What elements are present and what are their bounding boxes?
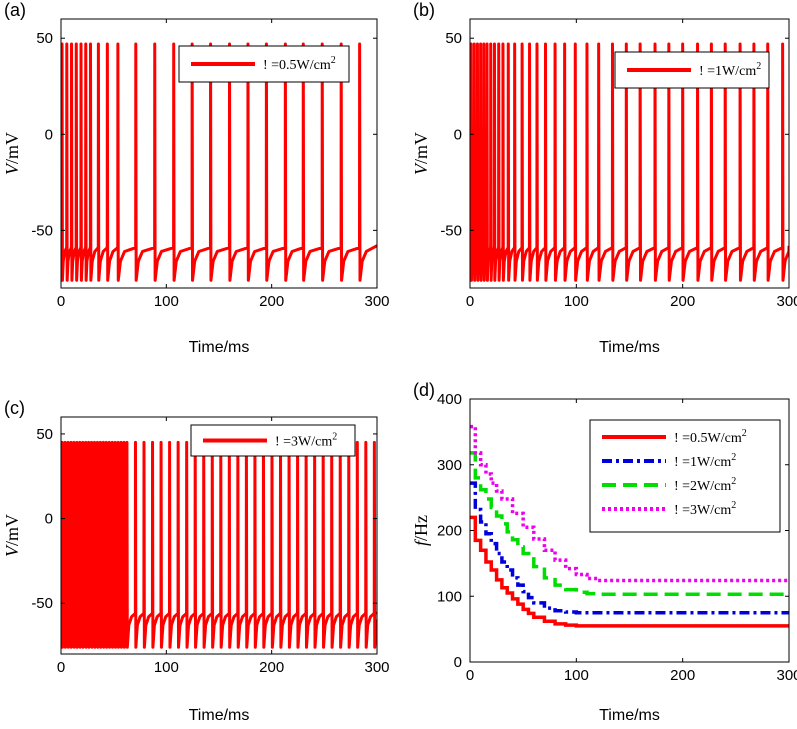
y-axis-label-symbol: V (2, 162, 22, 175)
legend: ! =3W/cm2 (190, 424, 356, 457)
panel-a: 0 100 200 300 -50 0 50 (a) Time/ms V/mV ! =0.5W/cm… (2, 0, 390, 356)
legend: ! =0.5W/cm2 (178, 45, 350, 83)
y-axis-label-units: /mV (2, 132, 22, 164)
x-axis-label: Time/ms (189, 339, 250, 356)
panel-label: (a) (4, 0, 26, 20)
y-tick-label: 200 (437, 523, 462, 540)
legend-entry-label: ! =3W/cm2 (674, 500, 736, 518)
x-tick-label: 100 (564, 293, 589, 310)
y-axis-label-symbol: f (411, 538, 431, 546)
x-tick-label: 200 (670, 293, 695, 310)
x-axis-label: Time/ms (599, 707, 660, 724)
y-axis-label-symbol: V (2, 544, 22, 557)
legend-entry-text: ! =1W/cm (674, 455, 731, 470)
membrane-potential-trace (61, 42, 377, 282)
axes-frame (469, 18, 790, 289)
legend-entry-label: ! =2W/cm2 (674, 476, 736, 494)
y-axis-label-units: /Hz (411, 515, 431, 541)
y-tick-label: 0 (45, 511, 53, 528)
legend-entry-label: ! =1W/cm2 (674, 452, 736, 470)
y-tick-label: 50 (36, 426, 53, 443)
panel-d: 0 100 200 300 0 100 200 300 400(d) Time/ms f/Hz ! =… (411, 380, 797, 724)
x-axis-label: Time/ms (599, 339, 660, 356)
x-tick-label: 200 (259, 659, 284, 676)
panel-label: (c) (4, 398, 25, 418)
panel-b: 0 100 200 300 -50 0 50 (b) Time/ms V/mV ! =1W/cm2 (411, 0, 797, 356)
frequency-series-2 (470, 481, 789, 615)
y-tick-label: 100 (437, 588, 462, 605)
y-axis-label: V/mV (2, 132, 22, 175)
legend-entry-superscript: 2 (731, 476, 736, 487)
legend: ! =1W/cm2 (614, 51, 770, 89)
y-tick-label: 50 (445, 30, 462, 47)
legend-entry-text: ! =2W/cm (674, 479, 731, 494)
x-tick-label: 0 (57, 293, 65, 310)
x-tick-label: 200 (670, 667, 695, 684)
y-tick-label: -50 (31, 595, 53, 612)
y-axis-label: V/mV (411, 132, 431, 175)
legend-box (178, 45, 350, 83)
frequency-series-4 (470, 424, 789, 583)
y-tick-label: 0 (454, 654, 462, 671)
legend-entry-superscript: 2 (332, 432, 337, 443)
legend: ! =0.5W/cm2! =1W/cm2! =2W/cm2! =3W/cm2 (589, 419, 781, 533)
legend-entry-text: ! =3W/cm (275, 435, 332, 450)
y-axis-label: V/mV (2, 514, 22, 557)
x-tick-label: 100 (564, 667, 589, 684)
y-axis-label-units: /mV (2, 514, 22, 546)
legend-entry-superscript: 2 (731, 500, 736, 511)
y-tick-label: 0 (45, 126, 53, 143)
y-tick-label: 300 (437, 457, 462, 474)
x-tick-label: 300 (364, 293, 389, 310)
legend-entry-superscript: 2 (731, 452, 736, 463)
legend-entry-text: ! =0.5W/cm (263, 58, 331, 73)
frequency-series-3 (470, 451, 789, 597)
y-tick-label: 0 (454, 126, 462, 143)
frequency-series-1 (470, 515, 789, 628)
x-tick-label: 0 (466, 667, 474, 684)
legend-entry-superscript: 2 (742, 428, 747, 439)
legend-entry-text: ! =1W/cm (699, 64, 756, 79)
legend-entry-superscript: 2 (756, 61, 761, 72)
x-tick-label: 200 (259, 293, 284, 310)
y-axis-label-symbol: V (411, 162, 431, 175)
y-tick-label: 400 (437, 391, 462, 408)
legend-entry-label: ! =3W/cm2 (275, 432, 337, 450)
x-tick-label: 0 (466, 293, 474, 310)
y-tick-label: -50 (31, 222, 53, 239)
panel-c: 0 100 200 300 -50 0 50 (c) Time/ms V/mV ! =3W/cm2 (2, 398, 390, 724)
axes-frame (60, 416, 378, 655)
y-tick-label: 50 (36, 30, 53, 47)
y-tick-label: -50 (440, 222, 462, 239)
y-axis-label-units: /mV (411, 132, 431, 164)
y-axis-label: f/Hz (411, 515, 431, 546)
x-tick-label: 100 (154, 659, 179, 676)
axes-frame (60, 18, 378, 289)
legend-entry-text: ! =3W/cm (674, 503, 731, 518)
x-axis-label: Time/ms (189, 707, 250, 724)
x-tick-label: 0 (57, 659, 65, 676)
x-tick-label: 300 (364, 659, 389, 676)
legend-entry-label: ! =0.5W/cm2 (263, 55, 336, 73)
membrane-potential-trace (61, 440, 377, 649)
legend-entry-text: ! =0.5W/cm (674, 431, 742, 446)
x-tick-label: 100 (154, 293, 179, 310)
legend-entry-superscript: 2 (331, 55, 336, 66)
panel-label: (d) (413, 380, 435, 400)
panel-label: (b) (413, 0, 435, 20)
legend-entry-label: ! =1W/cm2 (699, 61, 761, 79)
x-tick-label: 300 (776, 667, 797, 684)
legend-entry-label: ! =0.5W/cm2 (674, 428, 747, 446)
x-tick-label: 300 (776, 293, 797, 310)
